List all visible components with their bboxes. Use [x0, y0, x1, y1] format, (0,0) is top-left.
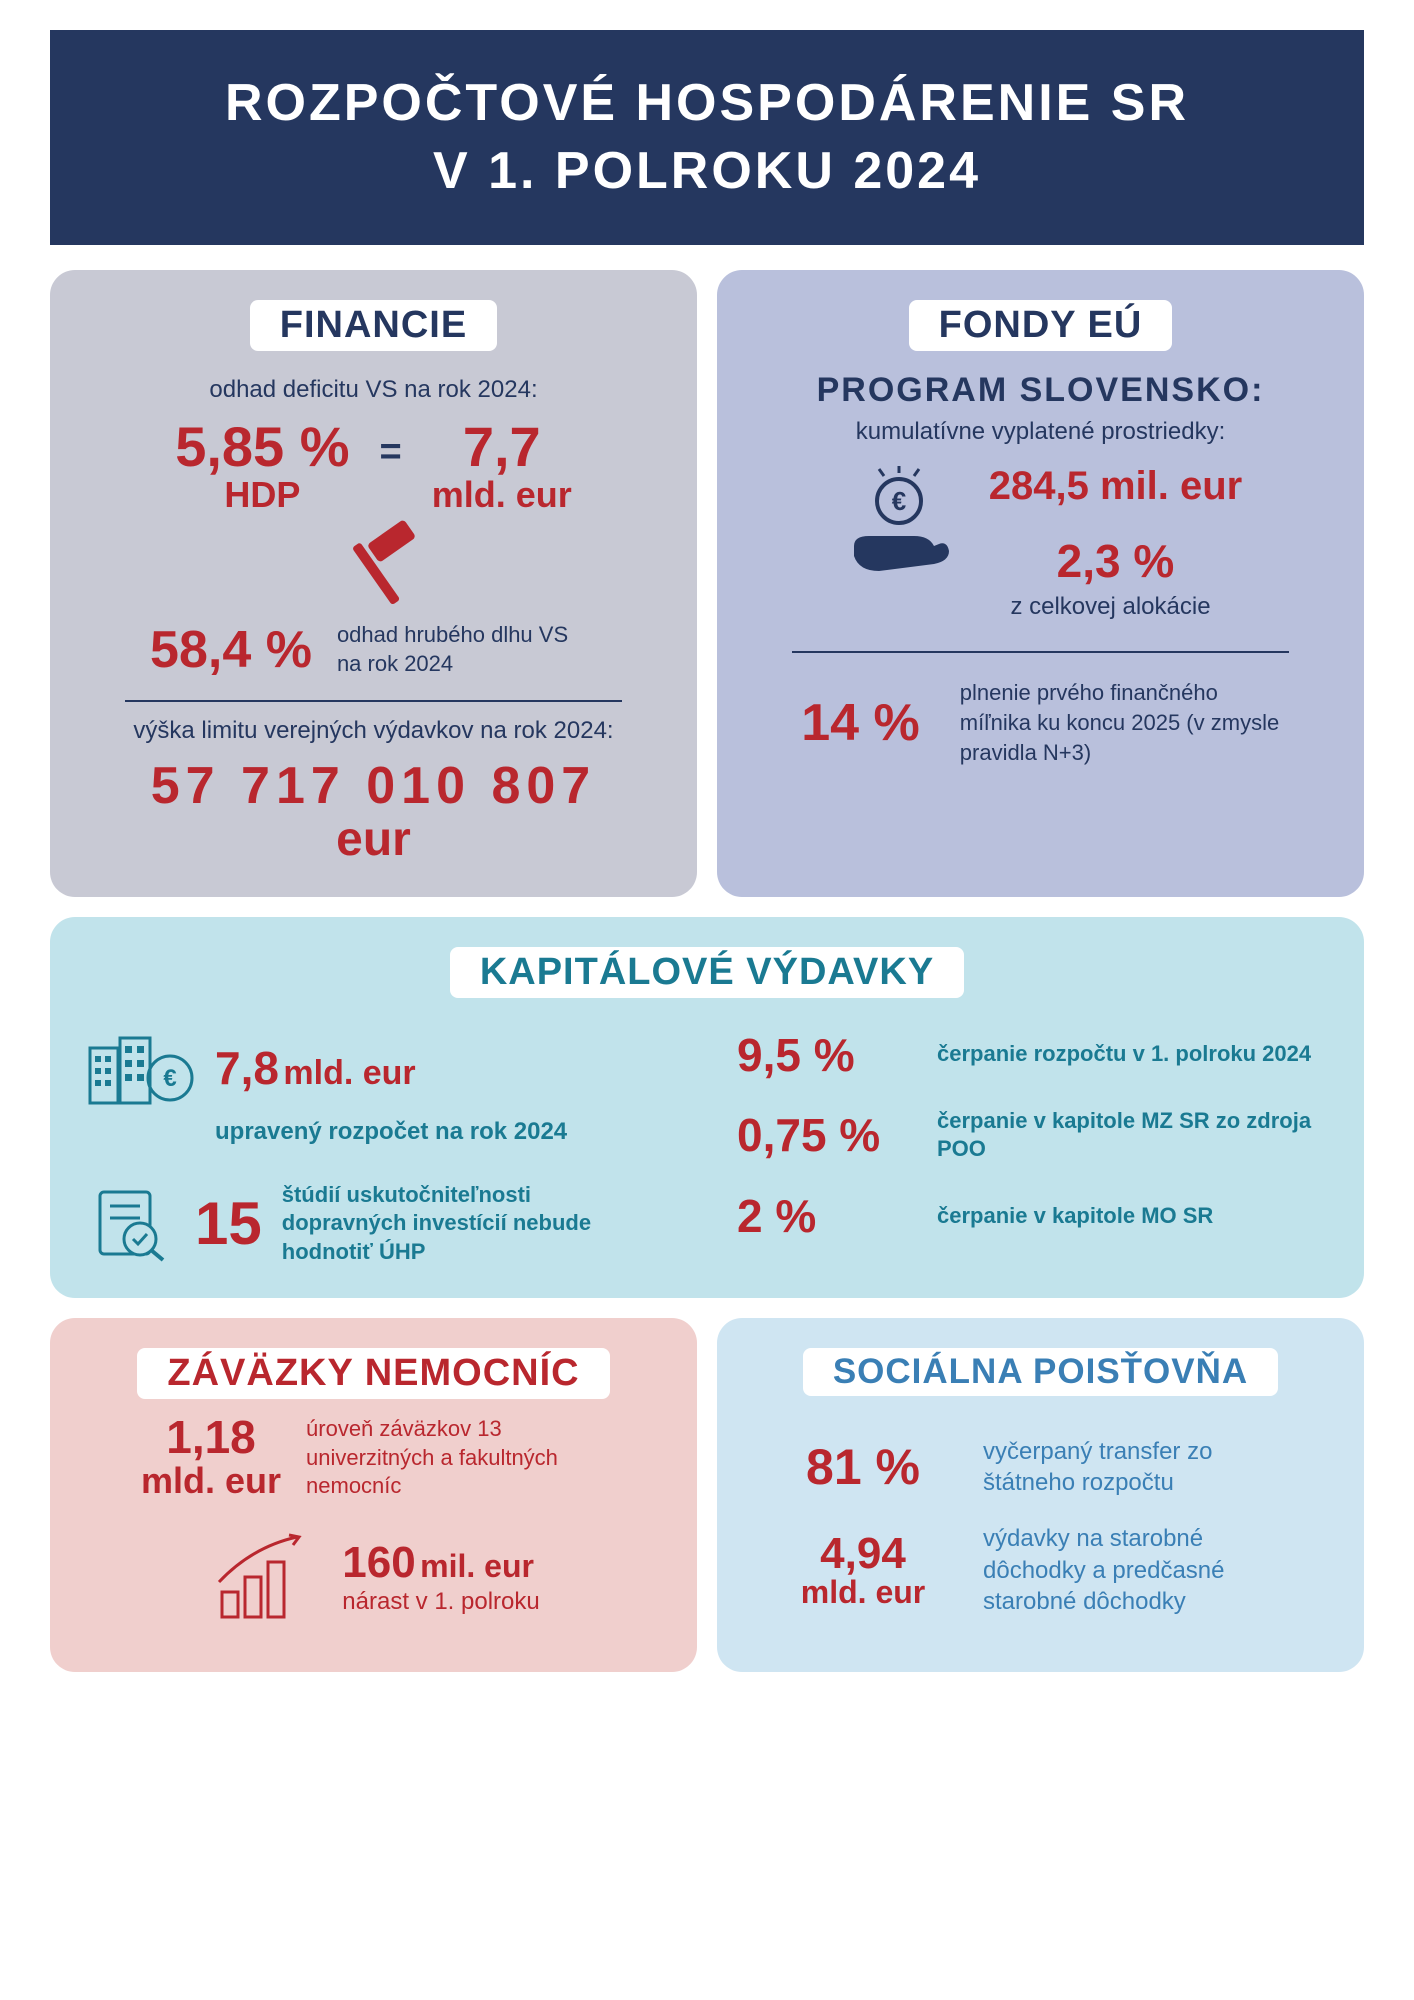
level-val-col: 1,18 mld. eur	[141, 1414, 281, 1502]
card-financie: FINANCIE odhad deficitu VS na rok 2024: …	[50, 270, 697, 897]
kap-r3: 2 % čerpanie v kapitole MO SR	[737, 1189, 1329, 1243]
limit-value-block: 57 717 010 807 eur	[85, 760, 662, 867]
soc-row2: 4,94 mld. eur výdavky na starobné dôchod…	[752, 1523, 1329, 1617]
alloc-label: z celkovej alokácie	[892, 593, 1329, 621]
kap-r1: 9,5 % čerpanie rozpočtu v 1. polroku 202…	[737, 1028, 1329, 1082]
deficit-pct-unit: HDP	[175, 475, 349, 515]
card-fondy: FONDY EÚ PROGRAM SLOVENSKO: kumulatívne …	[717, 270, 1364, 897]
milestone-pct: 14 %	[801, 693, 920, 753]
gavel-wrap	[85, 515, 662, 630]
fondy-row1: € 284,5 mil. eur 2,3 %	[752, 464, 1329, 588]
svg-text:€: €	[892, 486, 906, 516]
card-zavazky: ZÁVÄZKY NEMOCNÍC 1,18 mld. eur úroveň zá…	[50, 1318, 697, 1672]
r1-pct: 9,5 %	[737, 1028, 907, 1082]
budget-text: 7,8 mld. eur	[215, 1041, 416, 1095]
r1-desc: čerpanie rozpočtu v 1. polroku 2024	[937, 1040, 1311, 1069]
paid-value: 284,5 mil. eur	[989, 464, 1242, 509]
debt-row: 58,4 % odhad hrubého dlhu VS na rok 2024	[85, 620, 662, 680]
header-line2: V 1. POLROKU 2024	[433, 142, 981, 200]
studies-row: 15 štúdií uskutočniteľnosti dopravných i…	[85, 1181, 677, 1267]
pension-value: 4,94	[820, 1529, 906, 1578]
title-wrap: KAPITÁLOVÉ VÝDAVKY	[85, 947, 1329, 1013]
kap-r2: 0,75 % čerpanie v kapitole MZ SR zo zdro…	[737, 1107, 1329, 1164]
milestone-desc: plnenie prvého finančného míľnika ku kon…	[960, 678, 1280, 767]
growth-unit: mil. eur	[420, 1548, 534, 1584]
svg-text:€: €	[163, 1065, 176, 1092]
debt-pct: 58,4 %	[150, 620, 312, 680]
debt-label: odhad hrubého dlhu VS na rok 2024	[337, 621, 597, 678]
limit-unit: eur	[85, 812, 662, 867]
title-wrap: FINANCIE	[85, 300, 662, 366]
header-line1: ROZPOČTOVÉ HOSPODÁRENIE SR	[225, 74, 1189, 132]
zavazky-title: ZÁVÄZKY NEMOCNÍC	[137, 1348, 609, 1399]
growth-text: 160 mil. eur nárast v 1. polroku	[342, 1538, 539, 1616]
equals-sign: =	[380, 431, 402, 474]
budget-unit: mld. eur	[283, 1054, 415, 1092]
growth-value: 160	[342, 1538, 415, 1587]
pension-desc: výdavky na starobné dôchodky a predčasné…	[983, 1523, 1303, 1617]
social-title: SOCIÁLNA POISŤOVŇA	[803, 1348, 1278, 1396]
zav-row1: 1,18 mld. eur úroveň záväzkov 13 univerz…	[85, 1414, 662, 1502]
r2-pct: 0,75 %	[737, 1108, 907, 1162]
fondy-row2: 14 % plnenie prvého finančného míľnika k…	[752, 678, 1329, 767]
fondy-vals: 284,5 mil. eur 2,3 %	[989, 464, 1242, 588]
row-3: ZÁVÄZKY NEMOCNÍC 1,18 mld. eur úroveň zá…	[50, 1318, 1364, 1672]
title-wrap: FONDY EÚ	[752, 300, 1329, 366]
financie-title: FINANCIE	[250, 300, 497, 351]
studies-desc: štúdií uskutočniteľnosti dopravných inve…	[282, 1181, 602, 1267]
level-unit: mld. eur	[141, 1460, 281, 1502]
deficit-eur: 7,7	[432, 419, 572, 475]
divider	[125, 700, 622, 702]
card-social: SOCIÁLNA POISŤOVŇA 81 % vyčerpaný transf…	[717, 1318, 1364, 1672]
zav-row2: 160 mil. eur nárast v 1. polroku	[85, 1527, 662, 1627]
r3-desc: čerpanie v kapitole MO SR	[937, 1202, 1213, 1231]
fondy-title: FONDY EÚ	[909, 300, 1173, 351]
budget-row: € 7,8 mld. eur	[85, 1028, 677, 1108]
paid-pct: 2,3 %	[989, 534, 1242, 588]
buildings-euro-icon: €	[85, 1028, 195, 1108]
page-header: ROZPOČTOVÉ HOSPODÁRENIE SR V 1. POLROKU …	[50, 30, 1364, 245]
kap-right: 9,5 % čerpanie rozpočtu v 1. polroku 202…	[737, 1028, 1329, 1268]
kap-grid: € 7,8 mld. eur upravený rozpočet na rok …	[85, 1028, 1329, 1268]
header-title: ROZPOČTOVÉ HOSPODÁRENIE SR V 1. POLROKU …	[70, 70, 1344, 205]
card-kapital: KAPITÁLOVÉ VÝDAVKY €	[50, 917, 1364, 1298]
title-wrap: ZÁVÄZKY NEMOCNÍC	[85, 1348, 662, 1414]
kapital-title: KAPITÁLOVÉ VÝDAVKY	[450, 947, 964, 998]
level-desc: úroveň záväzkov 13 univerzitných a fakul…	[306, 1415, 606, 1501]
deficit-label: odhad deficitu VS na rok 2024:	[85, 376, 662, 404]
program-label: PROGRAM SLOVENSKO:	[752, 371, 1329, 410]
paid-label: kumulatívne vyplatené prostriedky:	[752, 418, 1329, 446]
budget-value: 7,8	[215, 1042, 279, 1094]
limit-value: 57 717 010 807	[85, 760, 662, 812]
growth-desc: nárast v 1. polroku	[342, 1588, 539, 1616]
budget-label: upravený rozpočet na rok 2024	[215, 1118, 677, 1146]
deficit-pct-col: 5,85 % HDP	[175, 419, 349, 515]
hand-euro-icon: €	[839, 466, 959, 586]
growth-value-line: 160 mil. eur	[342, 1538, 539, 1588]
limit-label: výška limitu verejných výdavkov na rok 2…	[85, 717, 662, 745]
document-check-icon	[85, 1184, 175, 1264]
soc-row1: 81 % vyčerpaný transfer zo štátneho rozp…	[752, 1436, 1329, 1498]
r3-pct: 2 %	[737, 1189, 907, 1243]
gavel-icon	[339, 525, 409, 615]
pension-val-col: 4,94 mld. eur	[778, 1532, 948, 1608]
growth-chart-icon	[207, 1527, 317, 1627]
title-wrap: SOCIÁLNA POISŤOVŇA	[752, 1348, 1329, 1411]
deficit-eur-col: 7,7 mld. eur	[432, 419, 572, 515]
level-value: 1,18	[141, 1414, 281, 1460]
studies-num: 15	[195, 1189, 262, 1258]
kap-left: € 7,8 mld. eur upravený rozpočet na rok …	[85, 1028, 677, 1268]
transfer-pct: 81 %	[778, 1438, 948, 1496]
pension-unit: mld. eur	[778, 1576, 948, 1608]
r2-desc: čerpanie v kapitole MZ SR zo zdroja POO	[937, 1107, 1329, 1164]
divider	[792, 651, 1289, 653]
deficit-pct: 5,85 %	[175, 419, 349, 475]
row-1: FINANCIE odhad deficitu VS na rok 2024: …	[50, 270, 1364, 897]
deficit-row: 5,85 % HDP = 7,7 mld. eur	[85, 419, 662, 515]
transfer-desc: vyčerpaný transfer zo štátneho rozpočtu	[983, 1436, 1303, 1498]
deficit-eur-unit: mld. eur	[432, 475, 572, 515]
